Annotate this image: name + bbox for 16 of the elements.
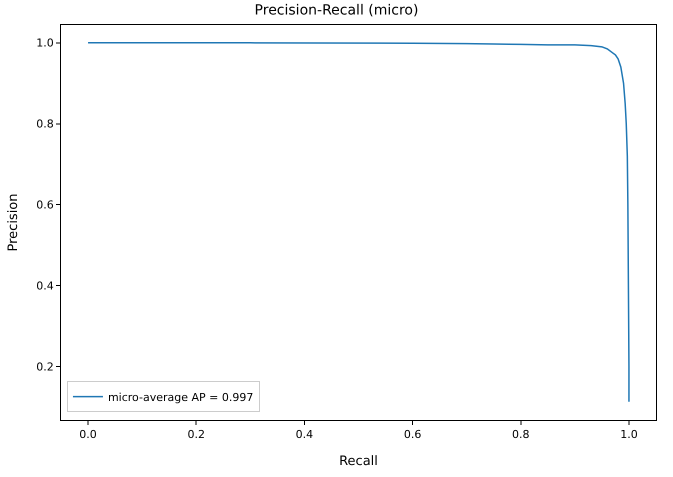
x-axis-title: Recall [339, 454, 378, 469]
x-tick-label: 0.4 [296, 428, 314, 442]
y-tick-label: 1.0 [36, 36, 54, 50]
chart-title: Precision-Recall (micro) [254, 2, 418, 19]
x-tick-label: 0.8 [512, 428, 530, 442]
y-tick-label: 0.4 [36, 279, 54, 292]
x-tick-label: 0.6 [404, 428, 422, 442]
y-axis-title: Precision [6, 193, 22, 252]
x-tick-label: 1.0 [620, 428, 638, 442]
x-tick-label: 0.0 [79, 428, 97, 442]
y-tick-label: 0.6 [36, 198, 54, 212]
x-tick-label: 0.2 [187, 428, 205, 442]
legend-label: micro-average AP = 0.997 [108, 390, 254, 404]
y-tick-label: 0.2 [36, 360, 54, 374]
line-series [87, 42, 630, 403]
y-tick-label: 0.8 [36, 118, 54, 131]
